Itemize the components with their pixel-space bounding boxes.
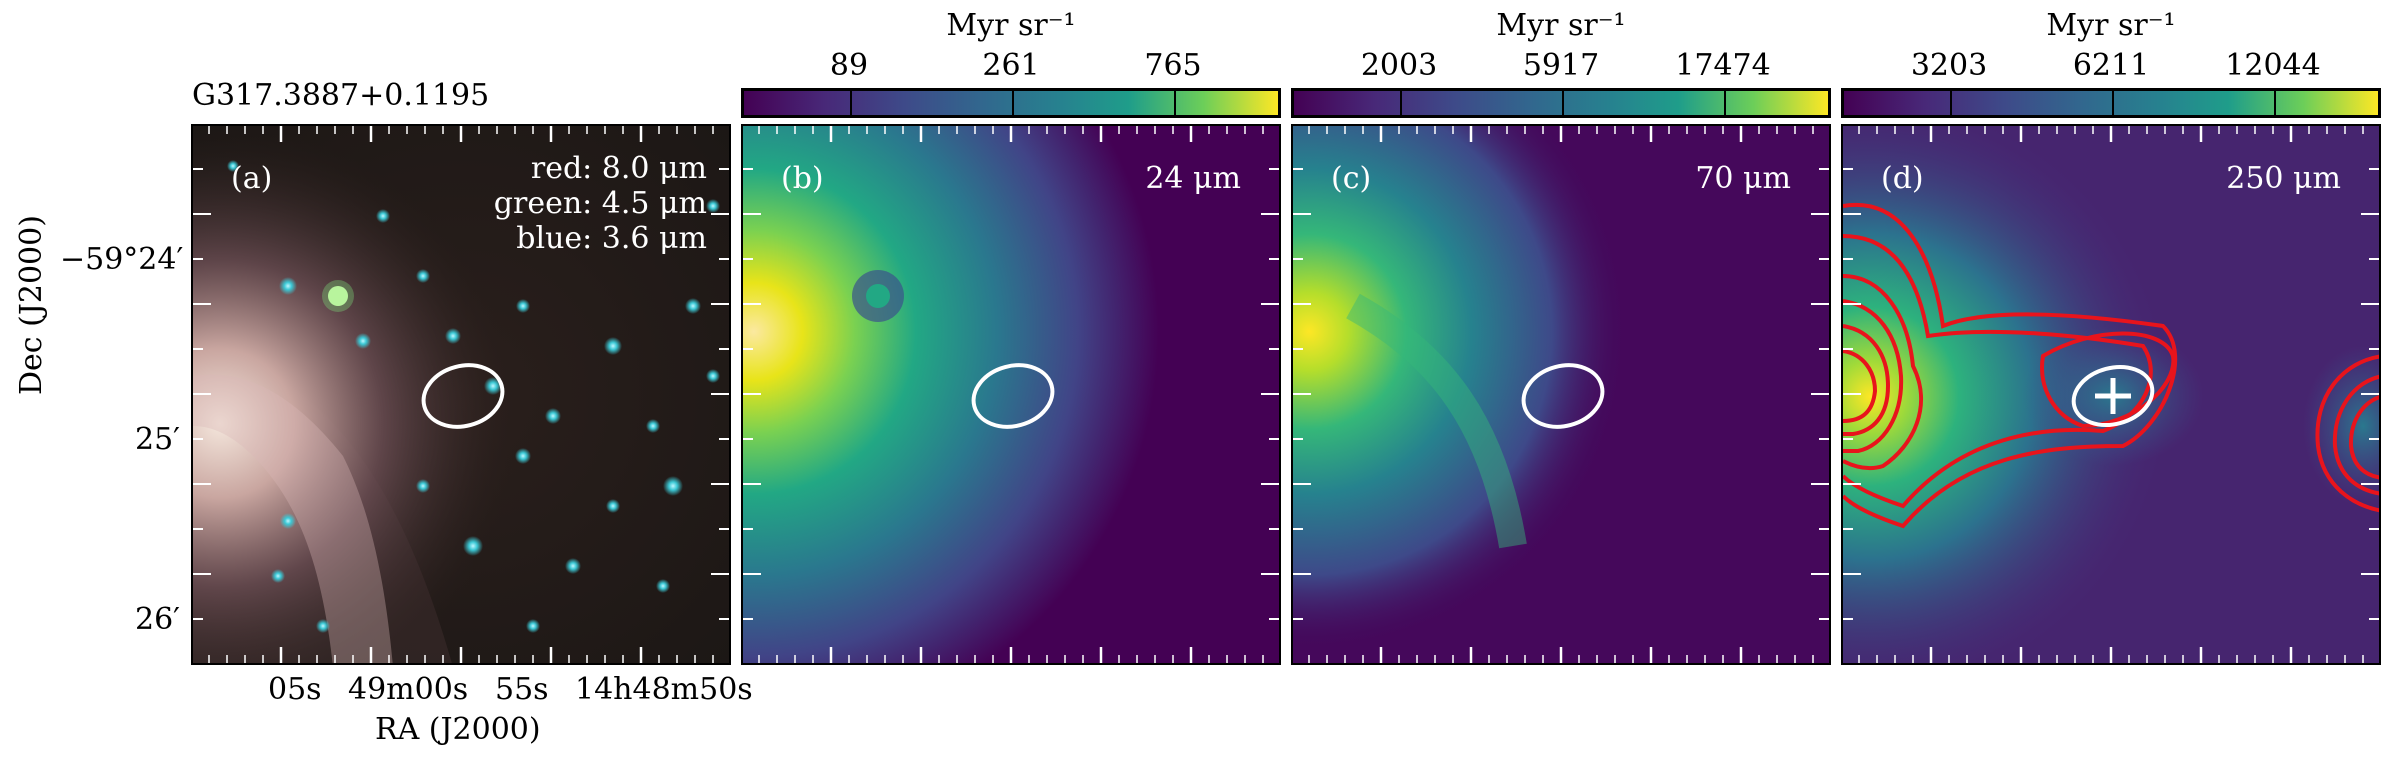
panel-letter: (b) — [781, 161, 824, 196]
y-tick-label: −59°24′ — [60, 242, 184, 277]
colorbar-tick-label: 12044 — [2225, 48, 2321, 83]
intensity-map-24um — [743, 126, 1279, 663]
aperture-ellipse — [2071, 365, 2155, 427]
band-label: 250 μm — [2226, 161, 2341, 196]
aperture-ellipse — [421, 363, 505, 429]
aperture-ellipse — [1521, 363, 1605, 429]
x-tick-label: 55s — [495, 672, 549, 707]
colorbar-unit: Myr sr⁻¹ — [946, 8, 1076, 43]
band-label: 24 μm — [1145, 161, 1241, 196]
panel-a-rgb-image: (a) red: 8.0 μm green: 4.5 μm blue: 3.6 … — [191, 124, 731, 665]
source-cross — [2095, 378, 2131, 414]
colorbar-tick-label: 89 — [829, 48, 869, 83]
rgb-composite-image — [193, 126, 729, 663]
contours — [1843, 202, 2379, 529]
colorbar-tick-label: 5917 — [1522, 48, 1600, 83]
panel-letter: (c) — [1331, 161, 1372, 196]
x-tick-label: 14h48m50s — [575, 672, 753, 707]
y-tick-label: 26′ — [135, 602, 180, 637]
band-label-green: green: 4.5 μm — [493, 186, 707, 221]
aperture-ellipse — [971, 363, 1055, 429]
source-name: G317.3887+0.1195 — [192, 78, 490, 113]
band-label-red: red: 8.0 μm — [530, 151, 707, 186]
colorbar-gradient — [1841, 88, 2381, 118]
colorbar-tick-label: 261 — [982, 48, 1040, 83]
panel-letter: (d) — [1881, 161, 1924, 196]
colorbar-tick-label: 17474 — [1675, 48, 1771, 83]
colorbar-tick-label: 6211 — [2072, 48, 2150, 83]
panel-d-250um-image: (d) 250 μm — [1841, 124, 2381, 665]
intensity-map-70um — [1293, 126, 1829, 663]
colorbar-tick-label: 3203 — [1910, 48, 1988, 83]
colorbar-unit: Myr sr⁻¹ — [2046, 8, 2176, 43]
colorbar-gradient — [741, 88, 1281, 118]
band-label: 70 μm — [1695, 161, 1791, 196]
band-label-blue: blue: 3.6 μm — [516, 221, 707, 256]
panel-c-70um-image: (c) 70 μm — [1291, 124, 1831, 665]
panel-b-24um-image: (b) 24 μm — [741, 124, 1281, 665]
colorbar-gradient — [1291, 88, 1831, 118]
x-axis-label: RA (J2000) — [375, 712, 541, 747]
intensity-map-250um — [1843, 126, 2379, 663]
y-tick-label: 25′ — [135, 422, 180, 457]
colorbar-tick-label: 765 — [1144, 48, 1202, 83]
x-tick-label: 49m00s — [348, 672, 469, 707]
colorbar-tick-label: 2003 — [1360, 48, 1438, 83]
x-tick-label: 05s — [268, 672, 322, 707]
panel-letter: (a) — [231, 161, 273, 196]
colorbar-unit: Myr sr⁻¹ — [1496, 8, 1626, 43]
